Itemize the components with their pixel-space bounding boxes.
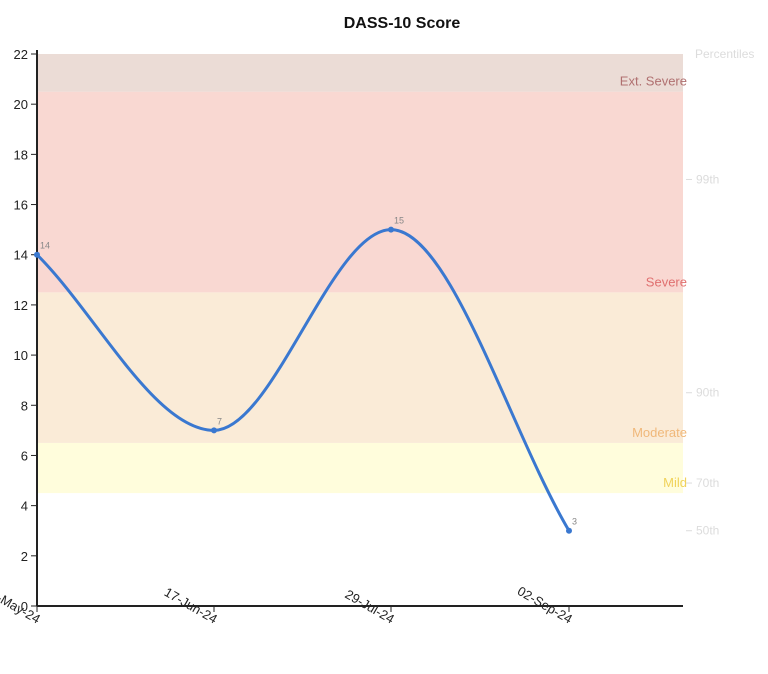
y-tick: 16 xyxy=(14,198,37,213)
band-1 xyxy=(37,442,683,494)
band-label-2: Moderate xyxy=(632,425,687,440)
data-point xyxy=(211,427,217,434)
band-0 xyxy=(37,493,683,606)
y-tick-label: 14 xyxy=(14,248,28,263)
chart-title: DASS-10 Score xyxy=(344,15,461,32)
y-tick-label: 12 xyxy=(14,298,28,313)
y-tick-label: 6 xyxy=(21,448,28,463)
y-tick-label: 8 xyxy=(21,398,28,413)
percentile-axis: Percentiles 99th 90th 70th 50th xyxy=(686,47,754,538)
y-tick-label: 10 xyxy=(14,348,28,363)
y-axis: 0 2 4 6 8 10 12 14 16 18 20 22 xyxy=(14,47,38,614)
data-label: 3 xyxy=(572,517,577,527)
y-tick-label: 16 xyxy=(14,198,28,213)
data-point xyxy=(34,251,40,258)
percentile-tick-label: 90th xyxy=(696,386,719,400)
band-4 xyxy=(37,54,683,92)
data-point xyxy=(566,527,572,534)
y-tick: 10 xyxy=(14,348,37,363)
percentile-tick-label: 70th xyxy=(696,476,719,490)
score-line xyxy=(35,228,571,532)
percentile-tick: 90th xyxy=(686,386,719,400)
score-series: 14 7 15 3 xyxy=(34,216,577,534)
y-tick: 4 xyxy=(21,499,37,514)
percentile-tick-label: 50th xyxy=(696,524,719,538)
band-2 xyxy=(37,292,683,443)
severity-bands: Mild Moderate Severe Ext. Severe xyxy=(37,54,687,606)
band-label-4: Ext. Severe xyxy=(620,74,687,89)
band-label-1: Mild xyxy=(663,475,687,490)
y-tick: 2 xyxy=(21,549,37,564)
y-tick: 18 xyxy=(14,147,37,162)
y-tick: 22 xyxy=(14,47,37,62)
percentile-axis-title: Percentiles xyxy=(695,47,754,61)
y-tick: 14 xyxy=(14,248,37,263)
percentile-tick-label: 99th xyxy=(696,172,719,186)
y-tick-label: 4 xyxy=(21,499,28,514)
y-tick-label: 22 xyxy=(14,47,28,62)
data-label: 7 xyxy=(217,416,222,426)
band-3 xyxy=(37,91,683,293)
percentile-tick: 50th xyxy=(686,524,719,538)
y-tick: 8 xyxy=(21,398,37,413)
y-tick-label: 20 xyxy=(14,97,28,112)
y-tick: 0 xyxy=(21,599,37,614)
y-tick: 6 xyxy=(21,448,37,463)
data-point xyxy=(388,226,394,233)
band-label-3: Severe xyxy=(646,274,687,289)
y-tick-label: 0 xyxy=(21,599,28,614)
y-tick: 20 xyxy=(14,97,37,112)
y-tick-label: 18 xyxy=(14,147,28,162)
data-label: 15 xyxy=(394,216,404,226)
y-tick-label: 2 xyxy=(21,549,28,564)
percentile-tick: 99th xyxy=(686,172,719,186)
y-tick: 12 xyxy=(14,298,37,313)
data-label: 14 xyxy=(40,241,50,251)
percentile-tick: 70th xyxy=(686,476,719,490)
